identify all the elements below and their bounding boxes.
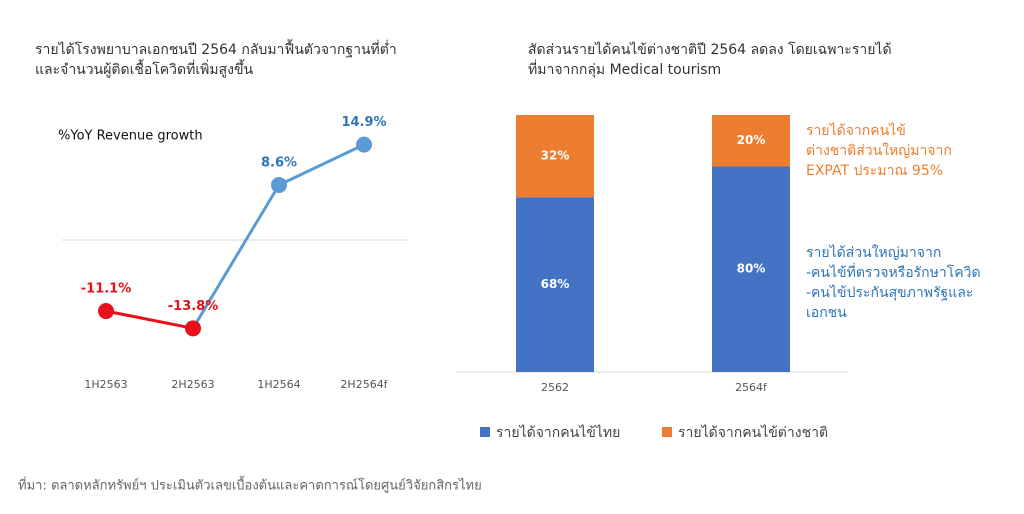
legend-label: รายได้จากคนไข้ไทย bbox=[496, 424, 620, 441]
annotation: EXPAT ประมาณ 95% bbox=[806, 163, 943, 179]
point bbox=[271, 176, 287, 193]
point bbox=[185, 320, 201, 337]
x-tick-label: 2562 bbox=[541, 381, 569, 394]
x-tick-label: 2H2564f bbox=[340, 378, 388, 391]
chart-title: สัดส่วนรายได้คนไข้ต่างชาติปี 2564 ลดลง โ… bbox=[528, 41, 892, 58]
legend-swatch bbox=[480, 427, 490, 437]
point bbox=[98, 303, 114, 320]
data-label: 32% bbox=[541, 149, 570, 163]
point bbox=[356, 136, 372, 153]
annotation: -คนไข้ประกันสุขภาพรัฐและ bbox=[806, 284, 973, 301]
data-label: -13.8% bbox=[168, 299, 219, 314]
legend-swatch bbox=[662, 427, 672, 437]
subtitle: %YoY Revenue growth bbox=[58, 129, 203, 144]
x-tick-label: 2564f bbox=[735, 381, 768, 394]
x-tick-label: 1H2564 bbox=[257, 378, 300, 391]
bar bbox=[516, 197, 594, 372]
data-label: 68% bbox=[541, 277, 570, 291]
x-tick-label: 1H2563 bbox=[84, 378, 127, 391]
line-segment bbox=[105, 309, 194, 330]
data-label: 8.6% bbox=[261, 155, 297, 170]
chart-title: ที่มาจากกลุ่ม Medical tourism bbox=[528, 60, 721, 78]
line-segment bbox=[278, 143, 365, 187]
line-segment bbox=[191, 184, 281, 330]
annotation: ต่างชาติส่วนใหญ่มาจาก bbox=[806, 142, 952, 159]
chart-title: รายได้โรงพยาบาลเอกชนปี 2564 กลับมาฟื้นตั… bbox=[35, 39, 397, 58]
legend-label: รายได้จากคนไข้ต่างชาติ bbox=[678, 424, 828, 441]
data-label: 14.9% bbox=[341, 115, 386, 130]
annotation: รายได้ส่วนใหญ่มาจาก bbox=[806, 244, 941, 261]
annotation: -คนไข้ที่ตรวจหรือรักษาโควิด bbox=[806, 263, 981, 281]
bar bbox=[712, 115, 790, 167]
chart-title: และจำนวนผู้ติดเชื้อโควิดที่เพิ่มสูงขึ้น bbox=[35, 59, 254, 78]
bar bbox=[712, 166, 790, 372]
source: ที่มา: ตลาดหลักทรัพย์ฯ ประเมินตัวเลขเบื้… bbox=[18, 476, 482, 494]
x-tick-label: 2H2563 bbox=[171, 378, 214, 391]
data-label: 80% bbox=[737, 262, 766, 276]
annotation: เอกชน bbox=[806, 305, 847, 321]
bar bbox=[516, 115, 594, 198]
data-label: -11.1% bbox=[81, 282, 132, 297]
annotation: รายได้จากคนไข้ bbox=[806, 122, 906, 139]
data-label: 20% bbox=[737, 133, 766, 147]
